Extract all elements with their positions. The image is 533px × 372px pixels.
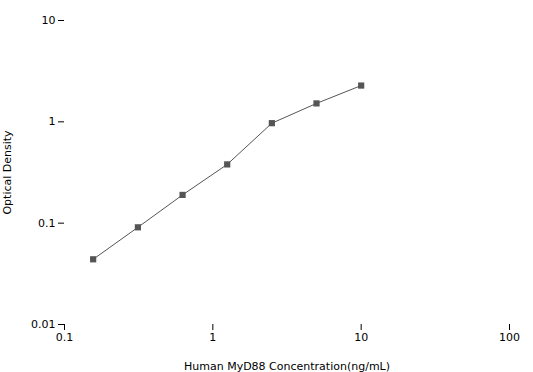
svg-text:0.1: 0.1: [56, 331, 74, 344]
svg-text:1: 1: [209, 331, 216, 344]
svg-text:Human MyD88 Concentration(ng/m: Human MyD88 Concentration(ng/mL): [184, 360, 390, 372]
svg-text:10: 10: [42, 14, 56, 27]
svg-text:0.1: 0.1: [38, 217, 56, 230]
svg-text:10: 10: [354, 331, 368, 344]
svg-text:Optical Density: Optical Density: [1, 130, 14, 215]
svg-text:100: 100: [499, 331, 520, 344]
svg-text:0.01: 0.01: [31, 318, 56, 331]
svg-text:1: 1: [49, 115, 56, 128]
